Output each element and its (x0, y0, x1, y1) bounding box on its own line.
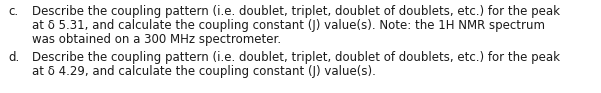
Text: Describe the coupling pattern (i.e. doublet, triplet, doublet of doublets, etc.): Describe the coupling pattern (i.e. doub… (32, 51, 560, 64)
Text: d.: d. (8, 51, 19, 64)
Text: Describe the coupling pattern (i.e. doublet, triplet, doublet of doublets, etc.): Describe the coupling pattern (i.e. doub… (32, 5, 560, 18)
Text: at δ 4.29, and calculate the coupling constant (J) value(s).: at δ 4.29, and calculate the coupling co… (32, 65, 376, 78)
Text: c.: c. (8, 5, 18, 18)
Text: at δ 5.31, and calculate the coupling constant (J) value(s). Note: the 1H NMR sp: at δ 5.31, and calculate the coupling co… (32, 19, 545, 32)
Text: was obtained on a 300 MHz spectrometer.: was obtained on a 300 MHz spectrometer. (32, 33, 281, 46)
